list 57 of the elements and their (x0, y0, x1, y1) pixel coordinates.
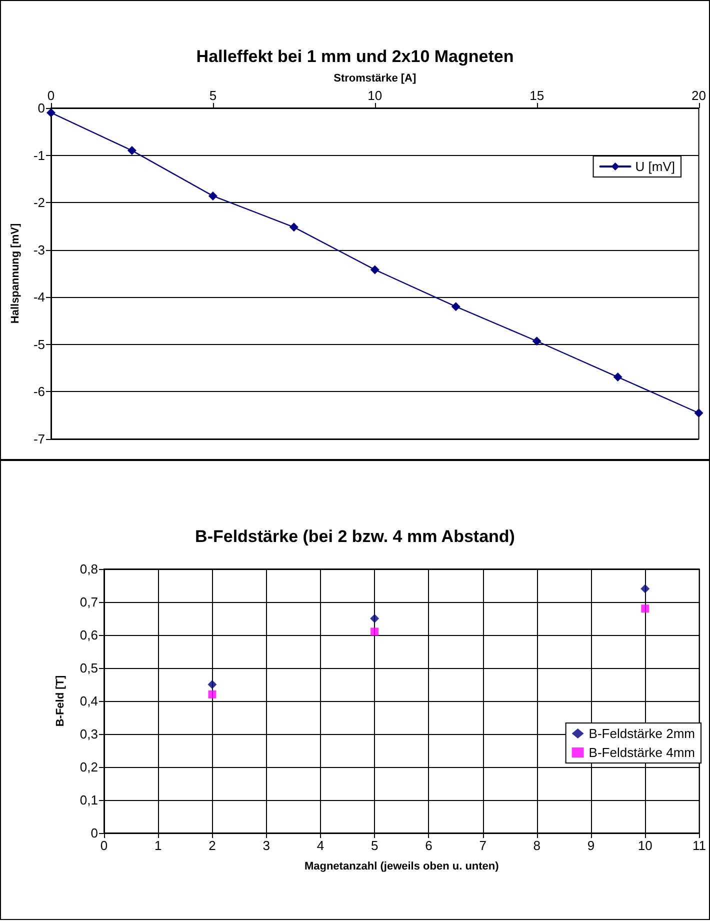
y-axis-title: Hallspannung [mV] (10, 223, 22, 324)
y-tick-label: -4 (33, 290, 45, 305)
y-tick-label: 0,5 (80, 660, 98, 676)
x-tick-label: 5 (209, 88, 217, 103)
x-tick-label: 9 (587, 838, 595, 853)
y-tick-label: -7 (33, 432, 45, 446)
y-tick-label: 0,8 (80, 562, 98, 576)
x-tick-label: 0 (47, 88, 55, 103)
y-tick-label: -2 (33, 195, 45, 210)
x-tick-label: 6 (425, 838, 432, 853)
y-tick-label: 0,3 (80, 726, 98, 742)
point (289, 222, 298, 232)
legend-label: U [mV] (635, 159, 676, 174)
x-tick-label: 10 (638, 838, 652, 853)
x-tick-label: 3 (262, 838, 270, 853)
point (208, 680, 217, 689)
y-axis-title: B-Feld [T] (54, 675, 66, 727)
point (370, 265, 380, 274)
y-tick-label: 0,6 (80, 628, 98, 642)
y-tick-label: 0,4 (80, 694, 98, 708)
point (640, 584, 650, 594)
point (613, 372, 622, 382)
x-tick-label: 2 (208, 838, 216, 853)
x-tick-label: 11 (692, 838, 706, 853)
x-tick-label: 7 (479, 838, 486, 853)
x-tick-label: 20 (692, 88, 706, 103)
y-tick-label: 0 (90, 826, 98, 840)
y-tick-label: 0 (38, 100, 45, 116)
chart-title: Halleffekt bei 1 mm und 2x10 Magneten (196, 47, 514, 66)
x-tick-label: 15 (530, 88, 544, 103)
point (451, 302, 460, 312)
point (370, 628, 379, 636)
x-tick-label: 1 (154, 838, 162, 853)
y-tick-label: 0,7 (80, 594, 98, 610)
y-tick-label: -5 (33, 336, 45, 352)
point (208, 690, 216, 698)
x-axis-title: Stromstärke [A] (334, 72, 416, 85)
point (208, 191, 218, 200)
y-tick-label: -3 (33, 242, 45, 258)
legend-label: B-Feldstärke 2mm (588, 726, 696, 741)
x-tick-label: 4 (316, 838, 324, 853)
point (641, 604, 650, 613)
x-axis-title: Magnetanzahl (jeweils oben u. unten) (304, 860, 500, 872)
y-tick-label: -6 (33, 384, 45, 400)
point (370, 614, 380, 623)
point (532, 336, 542, 346)
point (127, 146, 136, 156)
legend-label: B-Feldstärke 4mm (588, 745, 696, 760)
point (694, 408, 704, 418)
x-tick-label: 8 (533, 838, 541, 853)
x-tick-label: 5 (370, 838, 378, 853)
y-tick-label: 0,2 (80, 760, 98, 774)
y-tick-label: -1 (33, 148, 45, 163)
x-tick-label: 0 (100, 838, 108, 853)
y-tick-label: 0,1 (80, 792, 98, 808)
x-tick-label: 10 (368, 88, 382, 103)
chart-title: B-Feldstärke (bei 2 bzw. 4 mm Abstand) (195, 527, 515, 546)
